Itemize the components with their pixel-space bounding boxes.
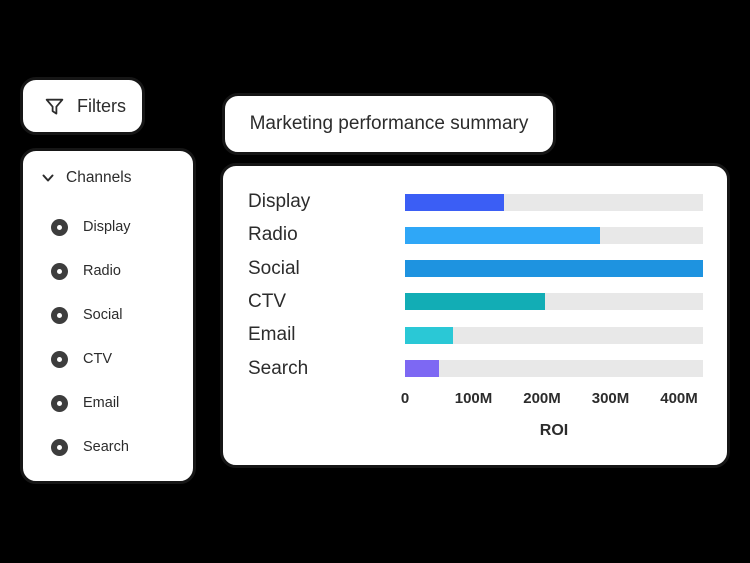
- x-axis: 0 100M 200M 300M 400M: [401, 390, 703, 410]
- channels-header-label: Channels: [66, 169, 132, 186]
- radio-selected-icon: [51, 262, 68, 280]
- filters-button[interactable]: Filters: [20, 77, 145, 135]
- bar-track: [405, 260, 703, 278]
- channel-item-email[interactable]: Email: [51, 393, 119, 413]
- radio-selected-icon: [51, 218, 68, 236]
- channel-item-social[interactable]: Social: [51, 305, 123, 325]
- radio-selected-icon: [51, 306, 68, 324]
- channels-panel: Channels Display Radio Social CTV Email Searc…: [20, 148, 196, 484]
- bar-track: [405, 193, 703, 211]
- chart-row-email: Email: [248, 322, 703, 348]
- channel-item-label: Display: [83, 219, 131, 235]
- channel-item-label: Radio: [83, 263, 121, 279]
- channel-item-label: CTV: [83, 351, 112, 367]
- x-axis-tick: 0: [400, 390, 410, 407]
- channel-item-label: Social: [83, 307, 123, 323]
- channels-header[interactable]: Channels: [41, 169, 193, 187]
- bar-fill: [405, 326, 453, 344]
- channel-item-label: Email: [83, 395, 120, 411]
- x-axis-tick: 200M: [523, 390, 561, 407]
- channel-item-search[interactable]: Search: [51, 437, 129, 457]
- radio-selected-icon: [51, 394, 68, 412]
- bar-track: [405, 360, 703, 377]
- chart-row-display: Display: [248, 189, 703, 215]
- chart-card: Display Radio Social CTV Email Search 0 100M 20…: [220, 163, 730, 468]
- bar-track: [405, 226, 703, 244]
- chevron-down-icon: [41, 171, 55, 185]
- bar-track: [405, 326, 703, 344]
- chart-row-social: Social: [248, 256, 703, 282]
- funnel-icon: [44, 96, 65, 117]
- x-axis-label: ROI: [539, 422, 569, 439]
- filters-button-label: Filters: [77, 95, 126, 116]
- channel-item-label: Search: [83, 439, 129, 455]
- x-axis-tick: 300M: [591, 390, 630, 407]
- channel-item-ctv[interactable]: CTV: [51, 349, 112, 369]
- bar-category-label: Social: [248, 257, 300, 279]
- bar-fill: [405, 260, 703, 278]
- bar-category-label: Email: [248, 324, 296, 346]
- chart-row-radio: Radio: [248, 222, 703, 248]
- radio-selected-icon: [51, 438, 68, 456]
- bar-category-label: Radio: [248, 224, 298, 246]
- x-axis-tick: 400M: [660, 390, 698, 407]
- chart-row-ctv: CTV: [248, 289, 703, 315]
- bar-fill: [405, 193, 505, 211]
- bar-fill: [405, 293, 546, 311]
- x-axis-tick: 100M: [454, 390, 493, 407]
- bar-fill: [405, 360, 440, 377]
- radio-selected-icon: [51, 350, 68, 368]
- chart-row-search: Search: [248, 356, 703, 382]
- bar-category-label: CTV: [248, 290, 286, 312]
- bar-fill: [405, 226, 601, 244]
- bar-track: [405, 293, 703, 311]
- chart-title: Marketing performance summary: [249, 113, 529, 134]
- channel-item-radio[interactable]: Radio: [51, 261, 121, 281]
- bar-category-label: Display: [248, 191, 311, 212]
- chart-title-card: Marketing performance summary: [222, 93, 556, 155]
- bar-category-label: Search: [248, 357, 309, 379]
- channel-item-display[interactable]: Display: [51, 217, 131, 237]
